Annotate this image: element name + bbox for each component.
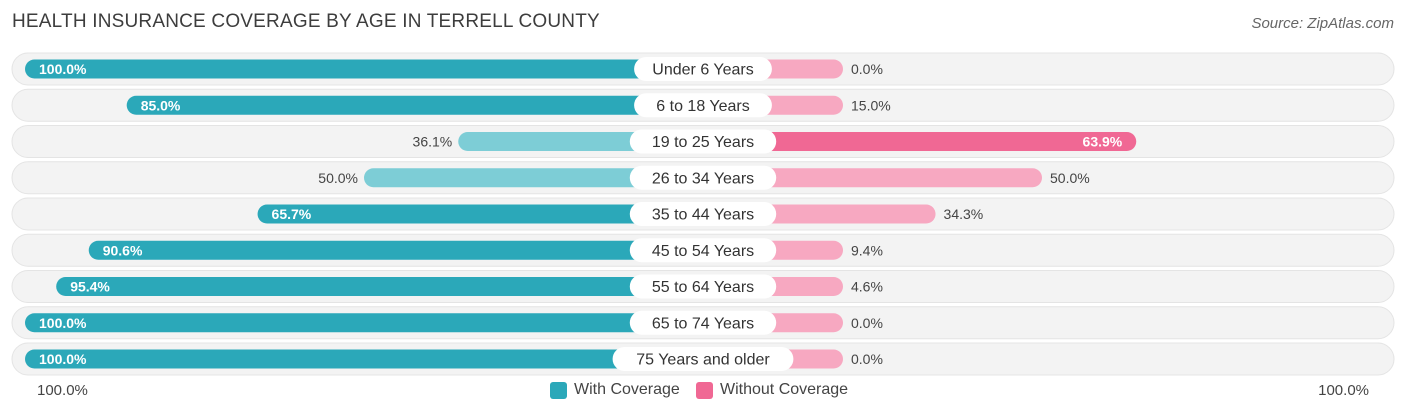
category-label-bg <box>634 57 772 81</box>
value-label-with: 85.0% <box>141 97 181 113</box>
value-label-without: 15.0% <box>851 97 891 113</box>
legend-item-with: With Coverage <box>550 381 680 399</box>
value-label-with: 100.0% <box>39 61 87 77</box>
category-label: 55 to 64 Years <box>652 279 754 296</box>
legend-label-with: With Coverage <box>574 381 680 398</box>
category-label-bg <box>634 93 772 118</box>
legend: With Coverage Without Coverage <box>0 381 1406 401</box>
value-label-without: 50.0% <box>1050 170 1090 186</box>
value-label-with: 36.1% <box>413 134 453 150</box>
category-label: 6 to 18 Years <box>656 98 749 115</box>
bar-with-coverage <box>56 277 724 296</box>
category-label-bg <box>612 347 794 371</box>
bar-without-coverage <box>683 132 1137 151</box>
value-label-without: 4.6% <box>851 279 883 295</box>
value-label-with: 95.4% <box>70 279 110 295</box>
value-label-with: 100.0% <box>39 351 87 367</box>
category-label-bg <box>629 129 777 154</box>
category-label: 65 to 74 Years <box>652 315 754 332</box>
legend-item-without: Without Coverage <box>696 381 848 399</box>
bar-with-coverage <box>88 240 724 260</box>
axis-right-label: 100.0% <box>1318 382 1369 399</box>
source-credit: Source: ZipAtlas.com <box>1251 15 1394 32</box>
value-label-with: 65.7% <box>272 206 312 222</box>
value-label-with: 100.0% <box>39 315 87 331</box>
value-label-without: 0.0% <box>851 61 883 77</box>
legend-swatch-without <box>696 381 713 399</box>
legend-label-without: Without Coverage <box>720 381 849 398</box>
bar-with-coverage <box>25 313 723 333</box>
value-label-without: 34.3% <box>944 206 984 222</box>
bar-with-coverage <box>126 95 723 115</box>
category-label-bg <box>629 310 777 335</box>
category-label: 75 Years and older <box>636 352 770 369</box>
category-label-bg <box>629 202 777 226</box>
category-label-bg <box>629 238 777 263</box>
category-label: 35 to 44 Years <box>652 207 754 224</box>
category-label-bg <box>629 274 777 299</box>
value-label-without: 9.4% <box>851 242 883 258</box>
category-label: 19 to 25 Years <box>652 134 754 151</box>
bar-with-coverage <box>25 349 723 369</box>
category-label: 45 to 54 Years <box>652 243 754 260</box>
value-label-without: 0.0% <box>851 351 883 367</box>
category-label: Under 6 Years <box>652 62 753 79</box>
value-label-without: 63.9% <box>1083 134 1123 150</box>
value-label-without: 0.0% <box>851 315 883 331</box>
legend-swatch-with <box>550 381 567 399</box>
value-label-with: 50.0% <box>318 170 358 186</box>
coverage-chart: Under 6 Years 100.0% 0.0% 6 to 18 Years 85.0… <box>11 52 1395 376</box>
value-label-with: 90.6% <box>103 242 143 258</box>
category-label-bg <box>629 165 777 190</box>
chart-title: HEALTH INSURANCE COVERAGE BY AGE IN TERR… <box>12 11 600 32</box>
category-label: 26 to 34 Years <box>652 170 754 187</box>
axis-left-label: 100.0% <box>37 382 88 399</box>
bar-with-coverage <box>257 204 723 224</box>
bar-with-coverage <box>25 59 723 79</box>
